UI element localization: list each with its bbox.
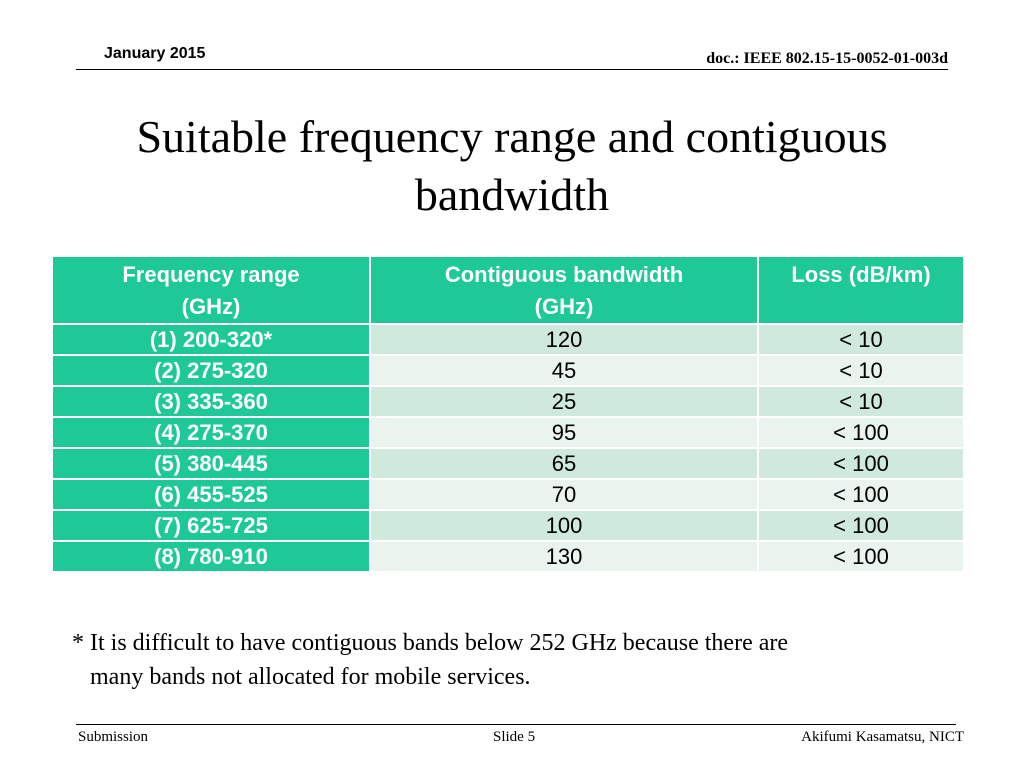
table-row: (3) 335-360 25 < 10 (51, 385, 965, 418)
header-frequency-range: Frequency range (GHz) (51, 255, 371, 325)
table-header-row: Frequency range (GHz) Contiguous bandwid… (51, 255, 965, 325)
cell-loss: < 10 (757, 354, 965, 387)
header-contiguous-bandwidth-l1: Contiguous bandwidth (444, 262, 684, 287)
frequency-table: Frequency range (GHz) Contiguous bandwid… (51, 255, 965, 573)
header-frequency-range-l1: Frequency range (122, 262, 300, 287)
footnote-line2: many bands not allocated for mobile serv… (90, 664, 531, 690)
cell-frequency-range: (6) 455-525 (51, 478, 371, 511)
header-contiguous-bandwidth: Contiguous bandwidth (GHz) (369, 255, 759, 325)
cell-loss: < 100 (757, 478, 965, 511)
table-row: (1) 200-320* 120 < 10 (51, 323, 965, 356)
cell-bandwidth: 130 (369, 540, 759, 573)
table-row: (4) 275-370 95 < 100 (51, 416, 965, 449)
cell-bandwidth: 120 (369, 323, 759, 356)
header-contiguous-bandwidth-l2: (GHz) (534, 294, 594, 319)
cell-bandwidth: 25 (369, 385, 759, 418)
slide-title-line1: Suitable frequency range and contiguous (136, 111, 888, 162)
cell-frequency-range: (2) 275-320 (51, 354, 371, 387)
cell-frequency-range: (1) 200-320* (51, 323, 371, 356)
footnote-line1: * It is difficult to have contiguous ban… (72, 630, 789, 656)
table-row: (2) 275-320 45 < 10 (51, 354, 965, 387)
header-divider (76, 69, 948, 70)
header-loss-l1: Loss (dB/km) (791, 262, 931, 287)
cell-loss: < 100 (757, 416, 965, 449)
table-row: (5) 380-445 65 < 100 (51, 447, 965, 480)
cell-loss: < 100 (757, 509, 965, 542)
cell-bandwidth: 65 (369, 447, 759, 480)
table-row: (7) 625-725 100 < 100 (51, 509, 965, 542)
footer-divider (76, 724, 956, 725)
cell-bandwidth: 45 (369, 354, 759, 387)
cell-loss: < 100 (757, 447, 965, 480)
cell-bandwidth: 70 (369, 478, 759, 511)
cell-frequency-range: (4) 275-370 (51, 416, 371, 449)
header-date: January 2015 (104, 45, 206, 62)
header-loss: Loss (dB/km) (757, 255, 965, 325)
footer-slide-number: Slide 5 (493, 729, 536, 745)
cell-frequency-range: (8) 780-910 (51, 540, 371, 573)
cell-loss: < 100 (757, 540, 965, 573)
header-doc-id: doc.: IEEE 802.15-15-0052-01-003d (706, 50, 948, 67)
header-frequency-range-l2: (GHz) (181, 294, 241, 319)
cell-bandwidth: 100 (369, 509, 759, 542)
table-row: (6) 455-525 70 < 100 (51, 478, 965, 511)
footnote: * It is difficult to have contiguous ban… (72, 626, 952, 694)
cell-loss: < 10 (757, 385, 965, 418)
cell-bandwidth: 95 (369, 416, 759, 449)
footer-submission: Submission (78, 729, 149, 745)
cell-frequency-range: (5) 380-445 (51, 447, 371, 480)
slide-title-line2: bandwidth (414, 169, 610, 220)
footer-author: Akifumi Kasamatsu, NICT (801, 729, 964, 745)
cell-loss: < 10 (757, 323, 965, 356)
cell-frequency-range: (7) 625-725 (51, 509, 371, 542)
slide-title: Suitable frequency range and contiguous … (60, 108, 964, 224)
cell-frequency-range: (3) 335-360 (51, 385, 371, 418)
table-row: (8) 780-910 130 < 100 (51, 540, 965, 573)
